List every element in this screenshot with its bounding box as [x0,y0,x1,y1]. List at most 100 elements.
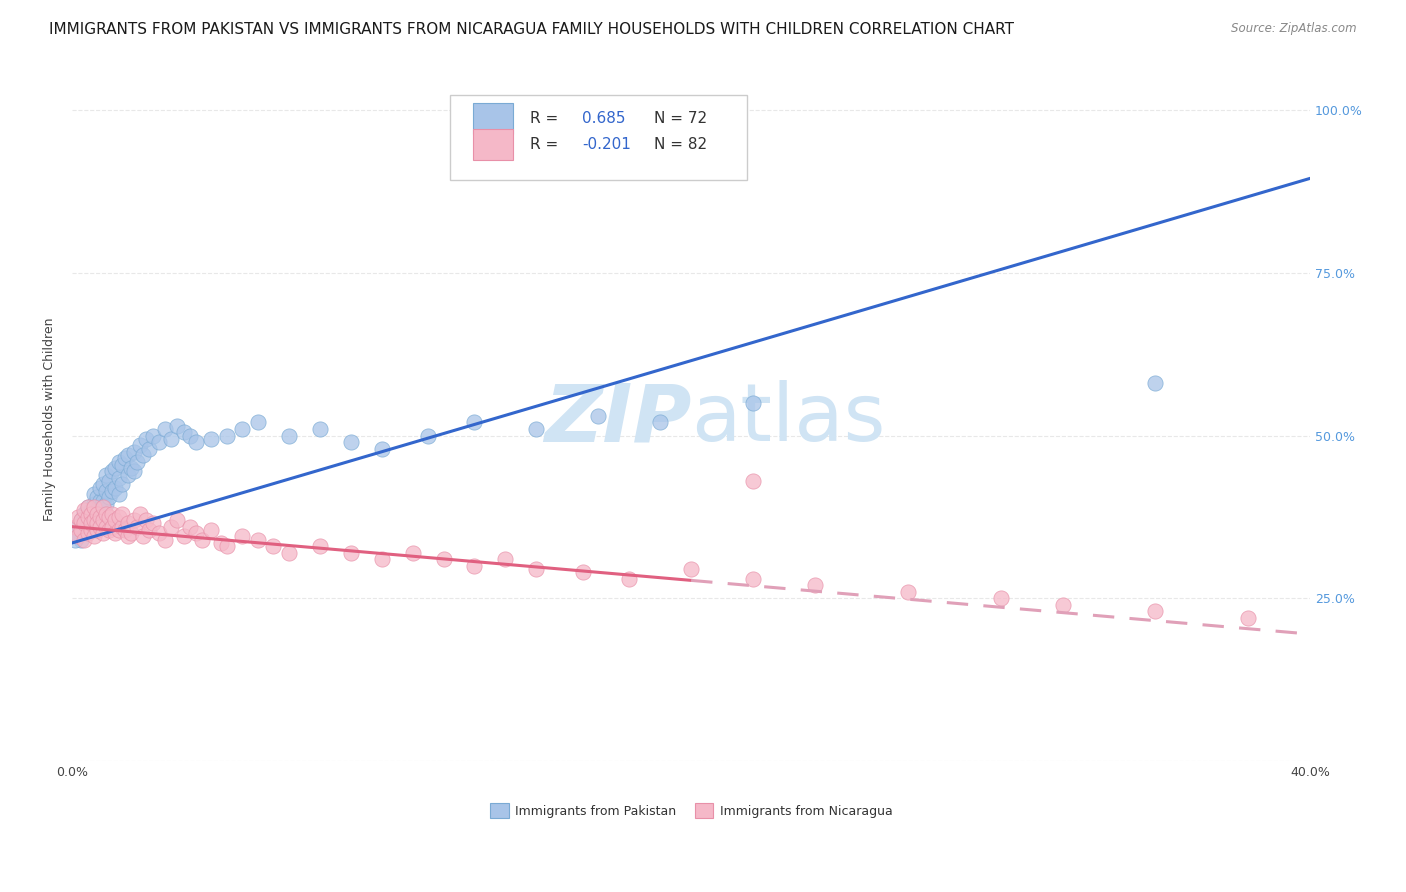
Point [1144,604,1167,618]
Point [122,513,145,527]
Point [73,507,96,521]
Point [117,516,139,531]
Point [308,422,330,436]
Point [231,422,253,436]
Point [246,533,269,547]
Point [83,487,105,501]
Point [76,519,98,533]
Point [79,523,101,537]
Bar [474,103,513,134]
Point [86,503,108,517]
Point [76,526,98,541]
Point [110,477,132,491]
Point [401,546,423,560]
Point [370,552,392,566]
Point [86,523,108,537]
Point [277,428,299,442]
Point [166,513,188,527]
Point [107,454,129,468]
Point [94,507,117,521]
Point [91,500,114,515]
Point [122,464,145,478]
Point [83,513,105,527]
Point [91,477,114,491]
Text: atlas: atlas [692,380,886,458]
Point [86,507,108,521]
Point [104,481,127,495]
Point [98,474,121,488]
Point [138,523,160,537]
Text: ZIP: ZIP [544,380,692,458]
Text: N = 72: N = 72 [654,111,707,126]
Y-axis label: Family Households with Children: Family Households with Children [44,318,56,521]
Point [432,552,454,566]
Point [83,497,105,511]
Point [104,526,127,541]
Text: IMMIGRANTS FROM PAKISTAN VS IMMIGRANTS FROM NICARAGUA FAMILY HOUSEHOLDS WITH CHI: IMMIGRANTS FROM PAKISTAN VS IMMIGRANTS F… [49,22,1014,37]
Point [101,464,124,478]
Point [98,523,121,537]
Point [339,435,361,450]
Point [104,461,127,475]
Point [98,491,121,505]
Point [142,516,165,531]
Point [83,500,105,515]
Point [463,416,485,430]
Point [148,526,170,541]
Point [277,546,299,560]
Point [86,491,108,505]
Point [76,500,98,515]
Point [262,539,284,553]
Point [67,509,90,524]
Text: R =: R = [530,111,564,126]
Point [94,483,117,498]
Point [524,422,547,436]
Point [173,529,195,543]
Point [804,578,827,592]
Point [110,507,132,521]
Point [209,536,232,550]
Point [101,507,124,521]
Text: -0.201: -0.201 [582,137,631,152]
Point [184,526,207,541]
Point [79,503,101,517]
Point [160,432,183,446]
Point [86,516,108,531]
Point [200,432,222,446]
Point [110,519,132,533]
Point [135,432,157,446]
Point [990,591,1012,606]
Text: N = 82: N = 82 [654,137,707,152]
Point [94,497,117,511]
Point [91,513,114,527]
Point [463,558,485,573]
Point [339,546,361,560]
Point [215,539,238,553]
Point [89,481,111,495]
Point [107,523,129,537]
Point [200,523,222,537]
Point [91,526,114,541]
Point [142,428,165,442]
Text: Source: ZipAtlas.com: Source: ZipAtlas.com [1232,22,1357,36]
Point [148,435,170,450]
Point [79,516,101,531]
Point [494,552,516,566]
Point [215,428,238,442]
Point [117,529,139,543]
Point [89,509,111,524]
Point [742,396,765,410]
Point [1052,598,1074,612]
Point [76,500,98,515]
Point [416,428,439,442]
Point [742,474,765,488]
Point [132,529,155,543]
Point [101,519,124,533]
Legend: Immigrants from Pakistan, Immigrants from Nicaragua: Immigrants from Pakistan, Immigrants fro… [485,798,897,823]
Point [129,507,152,521]
Point [681,562,703,576]
Point [83,513,105,527]
Point [79,507,101,521]
Point [120,461,142,475]
Point [83,529,105,543]
